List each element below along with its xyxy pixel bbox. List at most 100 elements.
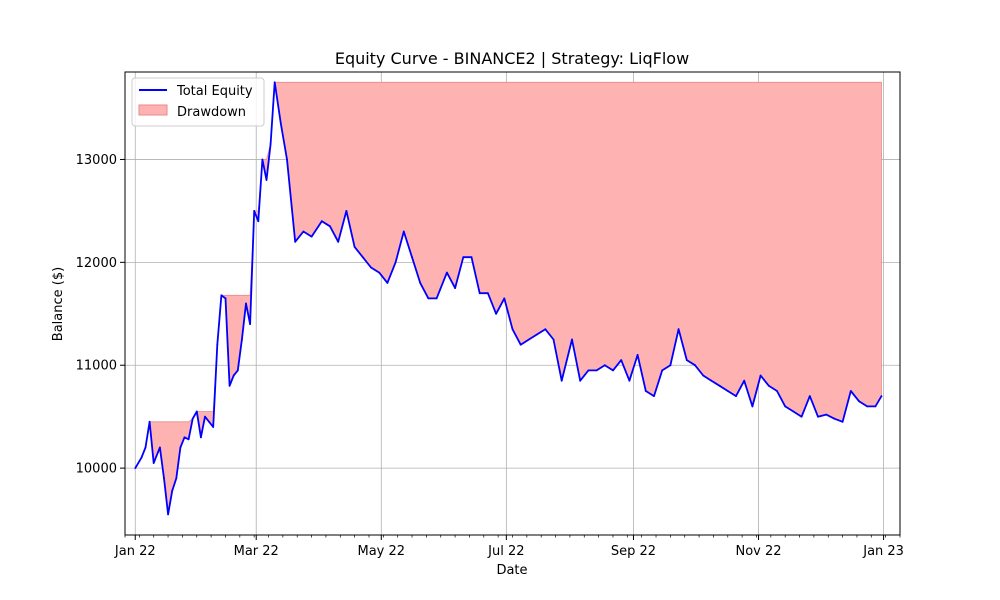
equity-point bbox=[759, 374, 762, 377]
equity-point bbox=[378, 271, 381, 274]
equity-point bbox=[866, 405, 869, 408]
equity-point bbox=[353, 246, 356, 248]
equity-point bbox=[394, 261, 397, 264]
chart-title: Equity Curve - BINANCE2 | Strategy: LiqF… bbox=[335, 49, 689, 68]
equity-point bbox=[528, 338, 530, 341]
x-tick-label: Mar 22 bbox=[234, 544, 279, 559]
equity-point bbox=[800, 415, 803, 418]
equity-point bbox=[320, 220, 323, 223]
equity-point bbox=[792, 410, 795, 413]
equity-point bbox=[144, 446, 147, 449]
legend-drawdown-swatch bbox=[138, 104, 168, 116]
equity-point bbox=[241, 338, 243, 341]
equity-point bbox=[685, 359, 688, 361]
equity-point bbox=[603, 364, 606, 367]
equity-point bbox=[560, 379, 563, 382]
equity-point bbox=[257, 220, 260, 223]
equity-point bbox=[628, 379, 631, 382]
equity-point bbox=[552, 338, 555, 341]
equity-point bbox=[402, 230, 405, 233]
equity-point bbox=[411, 256, 413, 259]
equity-point bbox=[735, 395, 737, 397]
equity-point bbox=[386, 282, 389, 284]
equity-point bbox=[644, 390, 647, 392]
x-tick-label: Jan 22 bbox=[114, 544, 156, 559]
y-tick-label: 10000 bbox=[76, 462, 117, 477]
equity-point bbox=[265, 179, 268, 181]
equity-point bbox=[269, 143, 272, 145]
equity-point bbox=[419, 282, 422, 284]
equity-point bbox=[743, 379, 746, 382]
equity-point bbox=[470, 256, 473, 259]
equity-point bbox=[880, 395, 883, 397]
equity-point bbox=[212, 426, 215, 428]
equity-point bbox=[337, 240, 340, 243]
equity-point bbox=[195, 410, 198, 413]
x-tick-label: Nov 22 bbox=[736, 544, 782, 559]
equity-point bbox=[187, 438, 190, 441]
equity-point bbox=[825, 413, 828, 416]
equity-point bbox=[163, 477, 165, 480]
equity-point bbox=[232, 374, 235, 377]
equity-point bbox=[503, 297, 506, 300]
y-tick-label: 12000 bbox=[76, 256, 117, 271]
equity-point bbox=[454, 287, 456, 289]
equity-point bbox=[495, 312, 497, 315]
equity-point bbox=[478, 292, 481, 295]
equity-point bbox=[253, 210, 256, 212]
equity-point bbox=[273, 81, 276, 84]
equity-point bbox=[536, 333, 538, 336]
equity-point bbox=[236, 369, 239, 372]
equity-point bbox=[544, 328, 547, 331]
equity-point bbox=[179, 446, 182, 449]
equity-point bbox=[216, 343, 219, 346]
equity-point bbox=[595, 369, 598, 372]
equity-point bbox=[329, 225, 331, 228]
equity-point bbox=[208, 420, 211, 423]
equity-point bbox=[361, 256, 364, 259]
equity-point bbox=[636, 354, 639, 356]
equity-point bbox=[249, 323, 252, 325]
equity-point bbox=[435, 297, 438, 300]
equity-point bbox=[511, 328, 514, 331]
equity-point bbox=[245, 302, 247, 305]
equity-point bbox=[726, 390, 729, 392]
equity-point bbox=[653, 395, 655, 397]
equity-point bbox=[134, 467, 137, 469]
x-axis-label: Date bbox=[496, 563, 527, 578]
equity-point bbox=[140, 456, 143, 459]
equity-point bbox=[669, 364, 672, 367]
y-axis-label: Balance ($) bbox=[51, 267, 66, 341]
equity-point bbox=[817, 415, 819, 418]
equity-point bbox=[200, 436, 202, 439]
equity-point bbox=[156, 451, 159, 454]
equity-point bbox=[175, 477, 178, 480]
equity-point bbox=[228, 384, 231, 387]
x-tick-label: May 22 bbox=[358, 544, 406, 559]
equity-point bbox=[167, 513, 170, 516]
equity-line-layer bbox=[134, 81, 883, 516]
y-tick-label: 11000 bbox=[76, 359, 117, 374]
y-tick-label: 13000 bbox=[76, 153, 117, 168]
equity-point bbox=[148, 420, 151, 423]
equity-point bbox=[710, 379, 713, 382]
equity-point bbox=[204, 415, 206, 418]
equity-point bbox=[784, 405, 787, 408]
x-tick-label: Jul 22 bbox=[487, 544, 524, 559]
equity-point bbox=[310, 235, 313, 238]
equity-point bbox=[808, 395, 811, 397]
legend-drawdown-label: Drawdown bbox=[177, 105, 246, 120]
equity-point bbox=[849, 390, 852, 392]
equity-point bbox=[345, 210, 348, 212]
equity-point bbox=[427, 297, 430, 300]
equity-point bbox=[487, 292, 489, 295]
x-tick-label: Sep 22 bbox=[611, 544, 656, 559]
equity-point bbox=[694, 364, 696, 367]
equity-point bbox=[152, 462, 155, 464]
equity-point bbox=[370, 266, 372, 269]
legend-equity-label: Total Equity bbox=[176, 84, 253, 99]
equity-point bbox=[620, 359, 623, 361]
equity-point bbox=[279, 122, 282, 125]
